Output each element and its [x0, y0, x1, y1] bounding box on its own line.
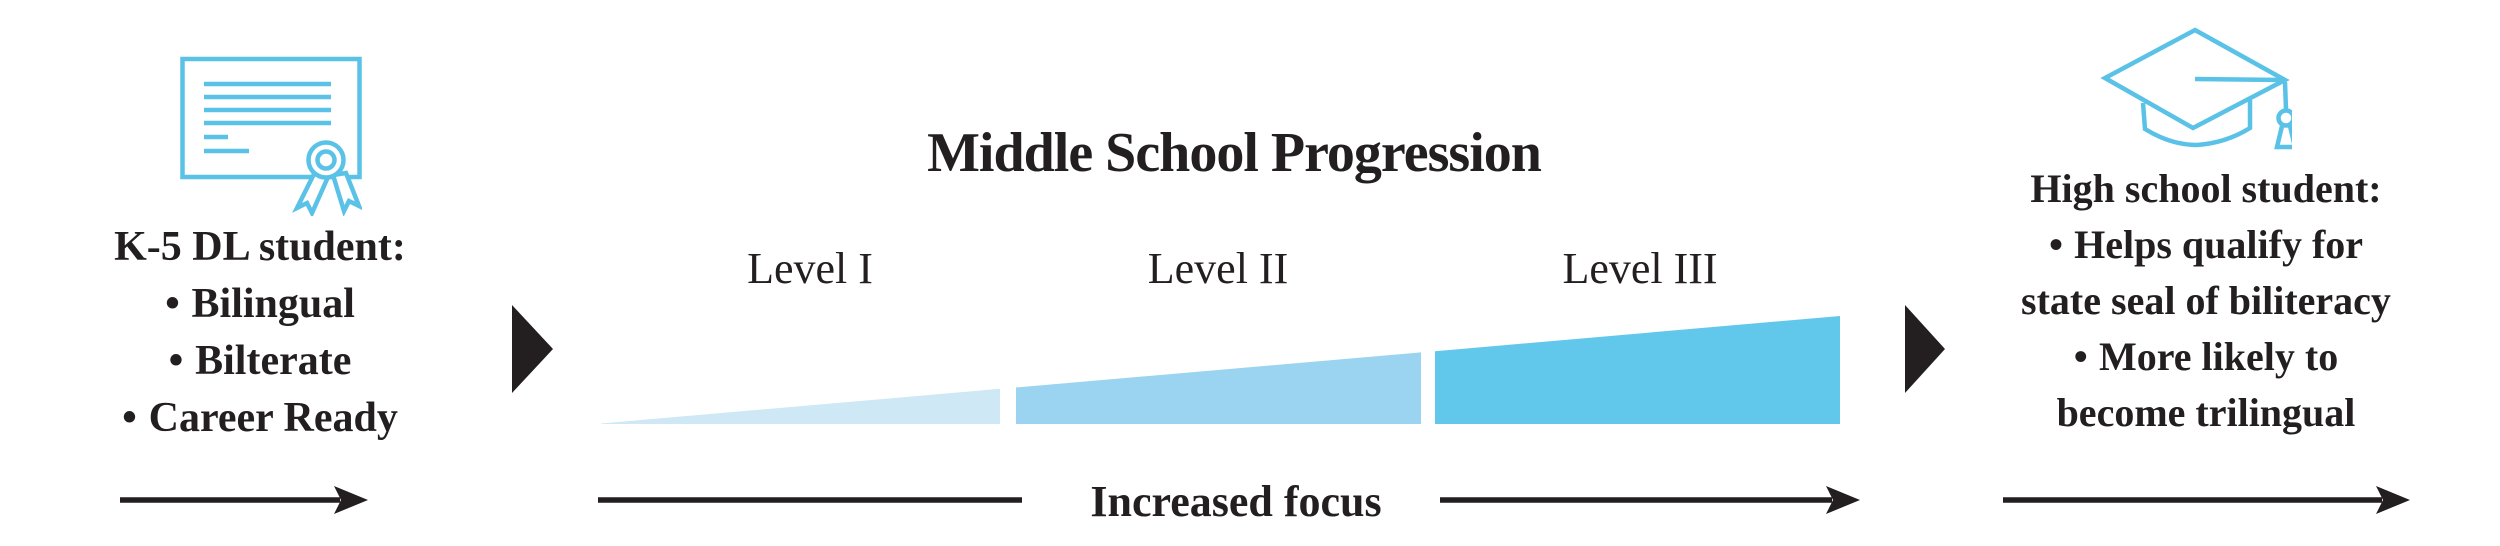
level-3-label: Level III [1562, 244, 1718, 293]
k5-item-label: Bilterate [195, 338, 352, 384]
k5-item-label: Career Ready [148, 395, 398, 441]
hs-item-line: Helps qualify for [2074, 222, 2364, 267]
k5-dl-student-block: K-5 DL student: • Bilingual • Bilterate • C… [60, 219, 460, 447]
tassel-cord [2282, 81, 2289, 111]
seal-inner-circle [315, 149, 337, 171]
k5-item-label: Bilingual [191, 281, 355, 327]
level-1-wedge-segment [601, 388, 1000, 424]
seal-outer-circle [306, 140, 346, 180]
level-3-wedge-segment [1435, 316, 1840, 424]
k5-bullet-item: • Bilingual [60, 276, 460, 333]
left-arrow-icon [120, 486, 368, 514]
right-arrow-icon [2003, 486, 2410, 514]
tassel-knot [2276, 108, 2292, 128]
level-2-wedge-segment [1016, 352, 1421, 424]
high-school-student-block: High school student: • Helps qualify for … [1976, 161, 2436, 441]
k5-heading: K-5 DL student: [114, 224, 406, 270]
seal-ribbon-right [330, 170, 362, 216]
level-1-label: Level I [747, 244, 873, 293]
bullet-marker: • [2073, 334, 2088, 379]
bullet-marker: • [168, 338, 184, 384]
axis-arrow-right-icon [1440, 486, 1860, 514]
cap-board-edge [2194, 76, 2284, 83]
bullet-marker: • [165, 281, 180, 327]
hs-item-line: state seal of biliteracy [2021, 278, 2391, 323]
hs-item-line: More likely to [2099, 334, 2339, 379]
transition-triangle-icon [512, 305, 553, 393]
k5-bullet-item: • Career Ready [60, 390, 460, 447]
level-2-label: Level II [1147, 244, 1289, 293]
tassel-end [2274, 125, 2292, 150]
diagram-title: Middle School Progression [927, 122, 1542, 184]
k5-bullet-item: • Bilterate [60, 333, 460, 390]
certificate-frame [180, 56, 362, 180]
certificate-icon [180, 56, 362, 216]
increased-focus-label: Increased focus [1090, 477, 1382, 526]
transition-triangle-icon [1905, 305, 1945, 393]
bullet-marker: • [122, 395, 137, 441]
hs-item-line: become trilingual [2056, 390, 2356, 435]
hs-bullet-item: • More likely to [1976, 329, 2436, 385]
bullet-marker: • [2048, 222, 2063, 267]
graduation-cap-icon [2100, 27, 2292, 150]
hs-heading: High school student: [2030, 166, 2382, 211]
cap-band [2140, 100, 2253, 148]
hs-bullet-item: • Helps qualify for [1976, 217, 2436, 273]
